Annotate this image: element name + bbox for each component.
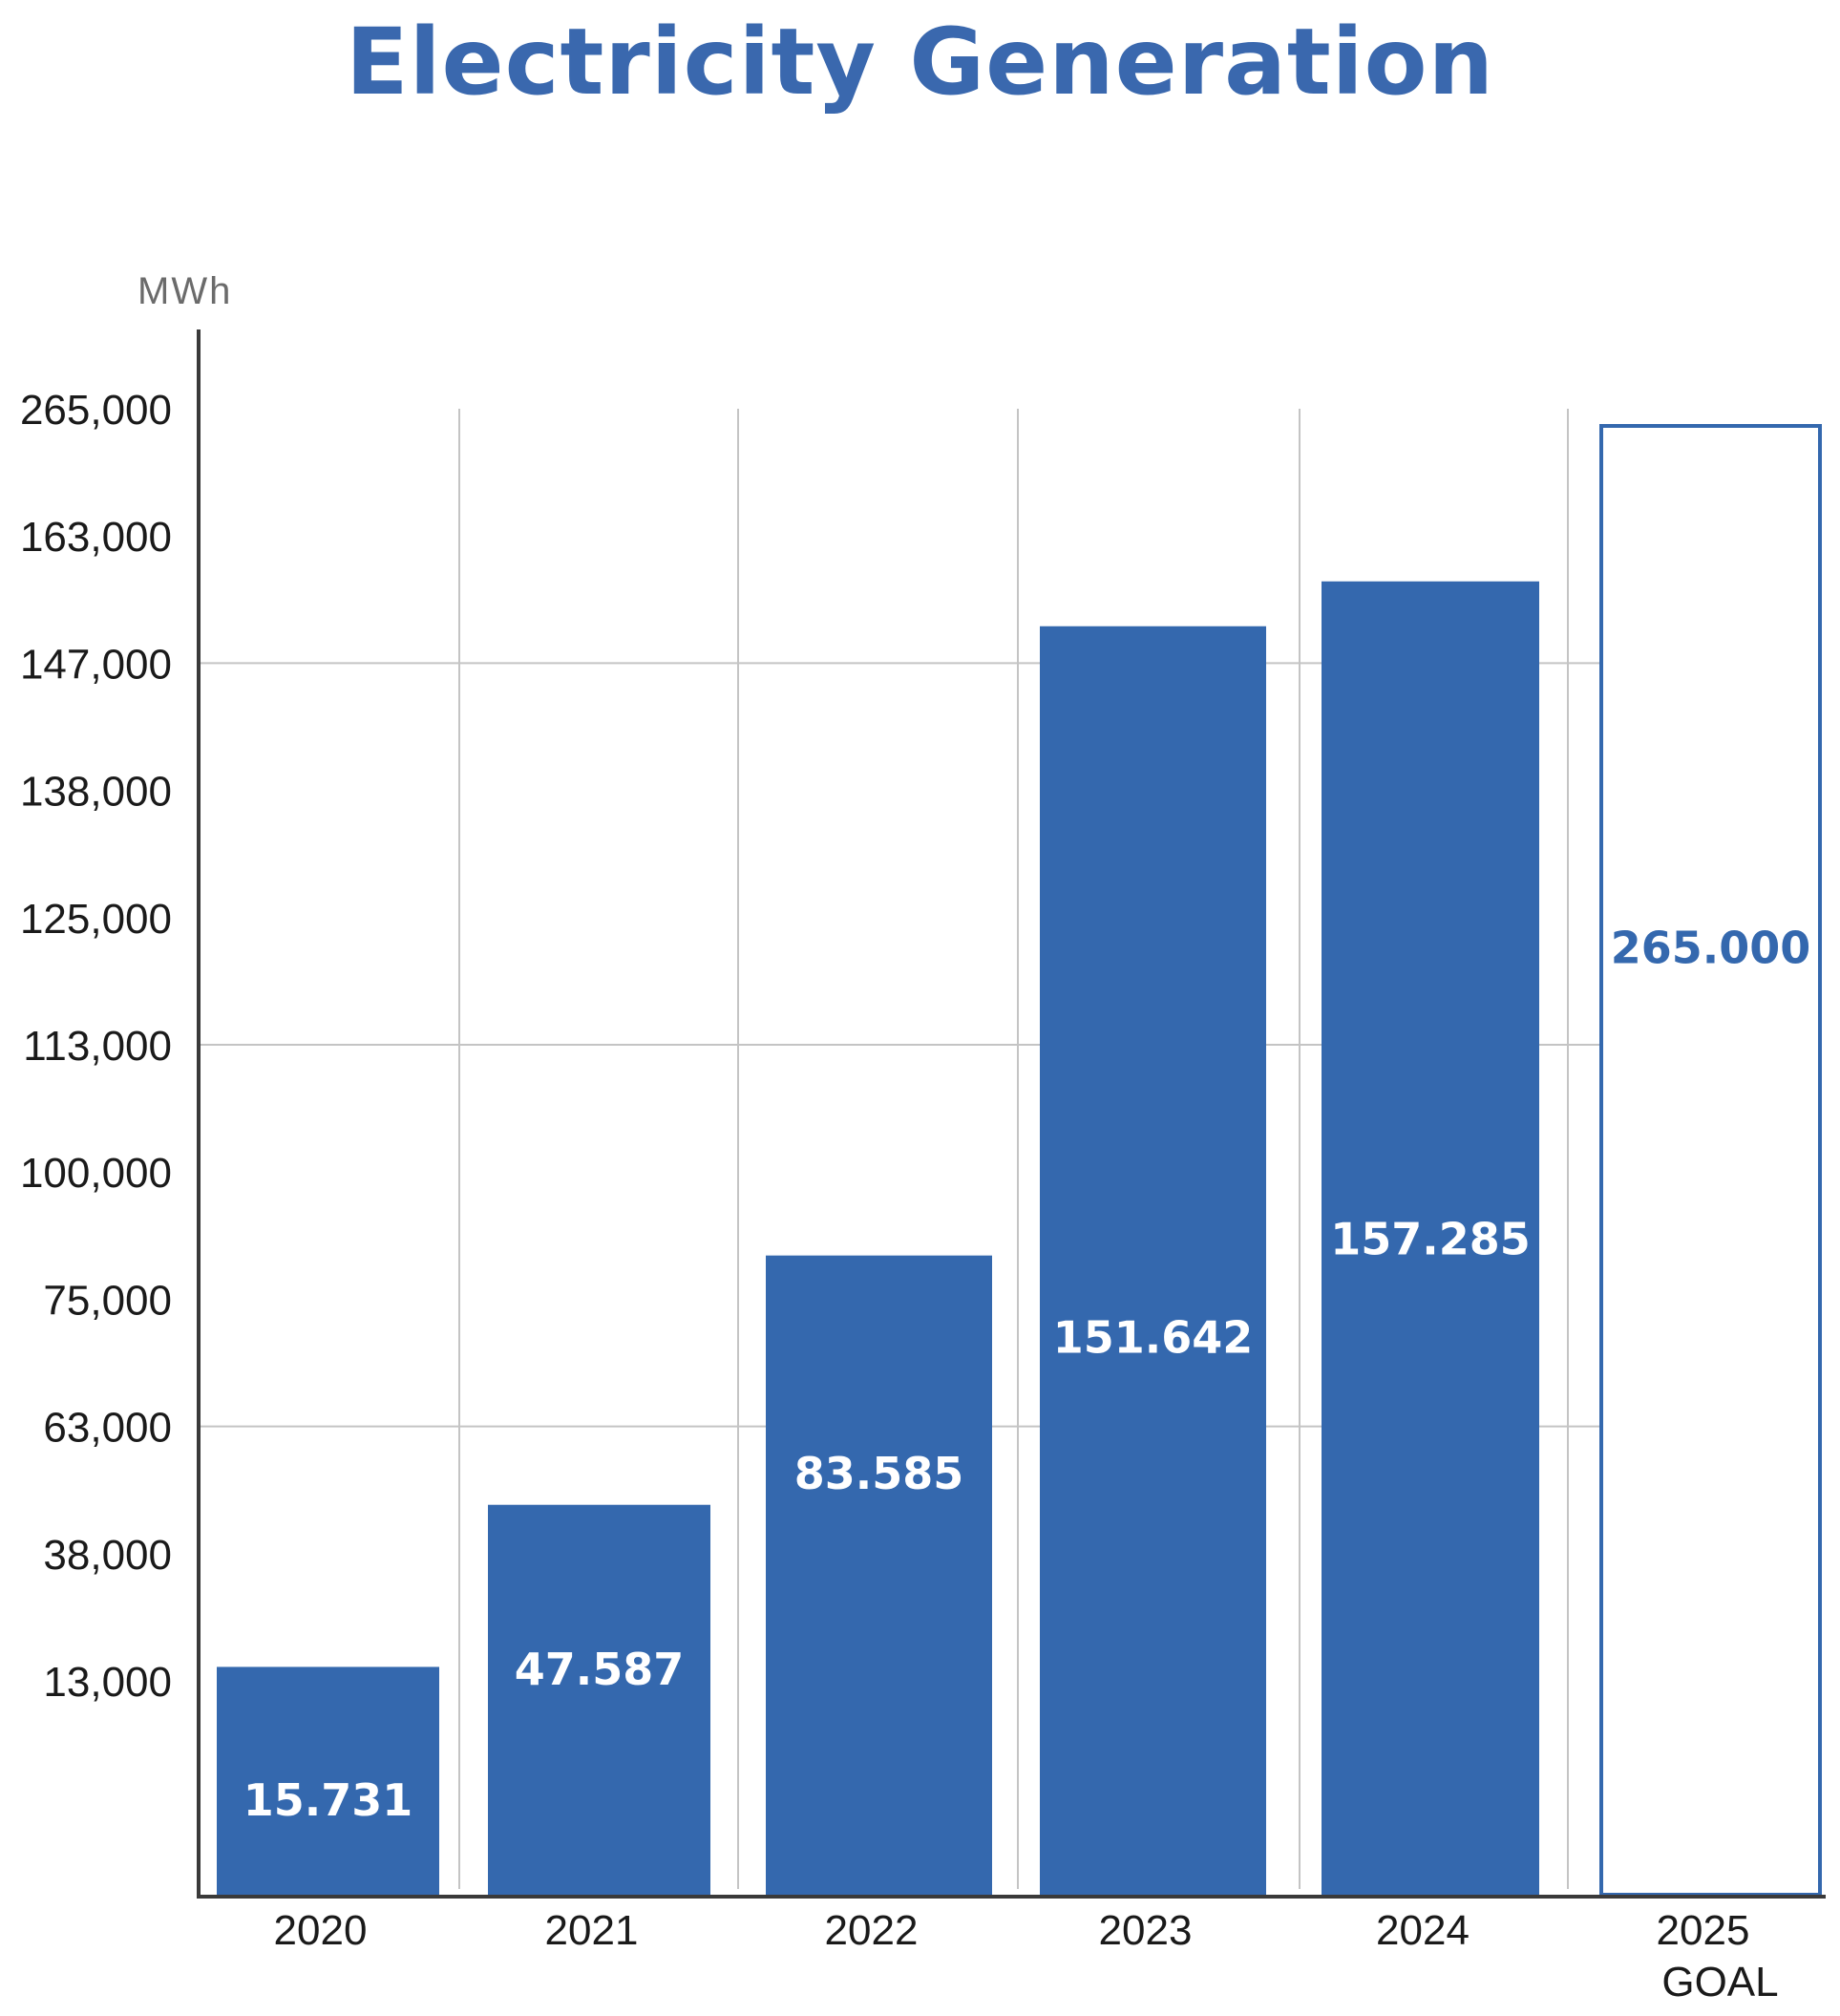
x-tick-label: 2021 bbox=[545, 1907, 639, 1954]
data-label-2022: 83.585 bbox=[794, 1448, 964, 1499]
y-tick-label: 100,000 bbox=[20, 1150, 172, 1197]
y-tick-labels: 13,000 38,000 63,000 75,000 100,000 113,000 12… bbox=[20, 387, 172, 1706]
x-tick-label: 2020 bbox=[274, 1907, 368, 1954]
y-tick-label: 13,000 bbox=[43, 1659, 172, 1706]
bar-2020 bbox=[217, 1666, 439, 1897]
data-labels: 15.731 47.587 83.585 151.642 157.285 265.000 bbox=[243, 923, 1811, 1826]
x-tick-label: 2022 bbox=[825, 1907, 919, 1954]
y-tick-label: 63,000 bbox=[43, 1405, 172, 1452]
bar-layer bbox=[217, 424, 1822, 1898]
bar-goal-2025 bbox=[1599, 424, 1822, 1897]
x-tick-labels: 2020 2021 2022 2023 2024 2025 GOAL bbox=[274, 1907, 1779, 2005]
y-tick-label: 265,000 bbox=[20, 387, 172, 434]
y-tick-label: 75,000 bbox=[43, 1277, 172, 1324]
data-label-2025: 265.000 bbox=[1611, 923, 1811, 974]
y-axis-unit-label: MWh bbox=[137, 270, 232, 312]
y-tick-label: 163,000 bbox=[20, 514, 172, 561]
x-tick-label: 2023 bbox=[1099, 1907, 1193, 1954]
data-label-2024: 157.285 bbox=[1330, 1213, 1531, 1264]
x-tick-sublabel: GOAL bbox=[1661, 1959, 1778, 2005]
data-label-2020: 15.731 bbox=[243, 1774, 413, 1826]
y-tick-label: 125,000 bbox=[20, 896, 172, 943]
bar-2023 bbox=[1040, 626, 1266, 1897]
y-tick-label: 138,000 bbox=[20, 769, 172, 816]
x-tick-label: 2025 bbox=[1657, 1907, 1750, 1954]
data-label-2021: 47.587 bbox=[515, 1644, 685, 1695]
data-label-2023: 151.642 bbox=[1053, 1312, 1254, 1364]
bar-2022 bbox=[766, 1255, 992, 1897]
bar-2024 bbox=[1322, 581, 1539, 1898]
x-tick-label: 2024 bbox=[1376, 1907, 1470, 1954]
bar-2021 bbox=[488, 1504, 710, 1897]
chart-title: Electricity Generation bbox=[346, 9, 1494, 116]
y-tick-label: 147,000 bbox=[20, 641, 172, 688]
y-tick-label: 38,000 bbox=[43, 1532, 172, 1579]
axis-layer: MWh bbox=[137, 270, 1826, 1899]
y-tick-label: 113,000 bbox=[23, 1023, 172, 1070]
